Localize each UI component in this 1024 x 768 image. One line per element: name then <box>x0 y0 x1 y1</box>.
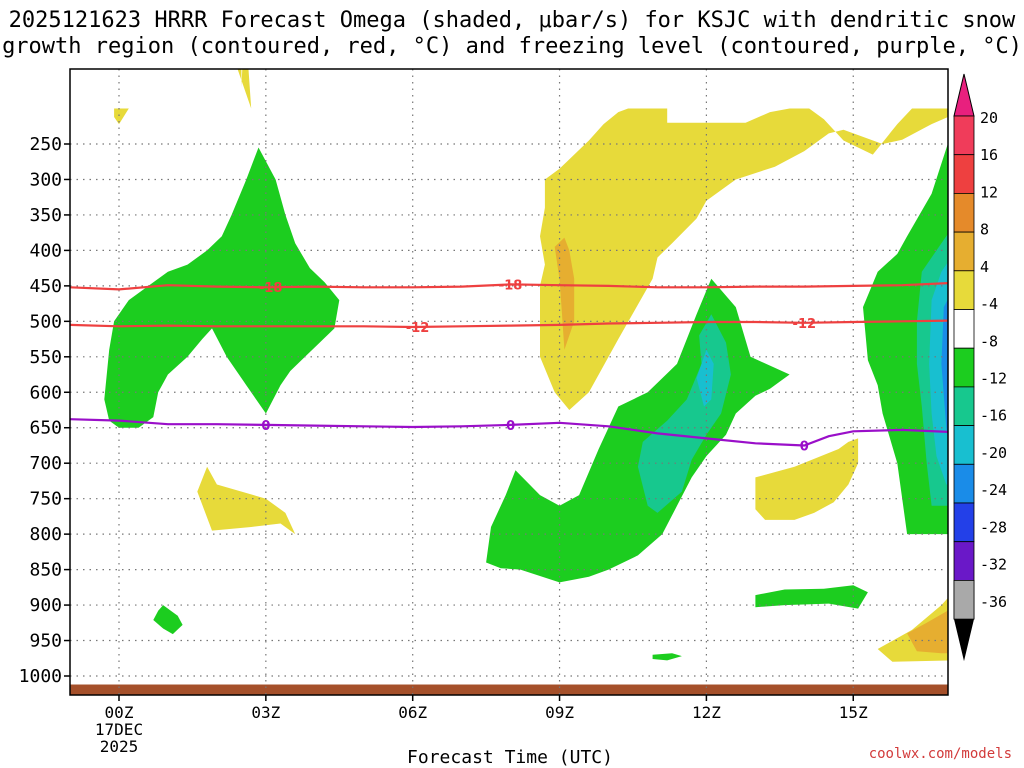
colorbar-band-8 <box>953 425 975 465</box>
colorbar-band-1 <box>953 154 975 194</box>
x-tick-label-06Z: 06Z <box>398 703 427 722</box>
colorbar-label-12: -32 <box>980 556 1007 574</box>
omega-region-5 <box>755 438 859 520</box>
contour-dgz_minus12 <box>70 319 948 329</box>
plot-axes: 250 300 350 400 450 500 550 600 650 700 750 800 850 9… <box>19 68 949 756</box>
y-tick-label-250: 250 <box>29 134 62 155</box>
y-tick-label-550: 550 <box>29 347 62 368</box>
omega-region-19 <box>949 336 952 450</box>
terrain-strip <box>70 684 948 695</box>
colorbar-label-1: 16 <box>980 146 998 164</box>
y-tick-label-800: 800 <box>29 524 62 545</box>
colorbar-label-0: 20 <box>980 109 998 127</box>
x-year-label: 2025 <box>100 737 139 756</box>
contour-label-dgz_minus18-1: -18 <box>499 278 523 293</box>
temperature-contours: -18 -18 -12 -12 0 0 0 <box>70 278 948 454</box>
contour-label-freezing_0-1: 0 <box>506 419 515 434</box>
contour-label-freezing_0-2: 0 <box>800 439 809 454</box>
credit-text: coolwx.com/models <box>868 746 1012 762</box>
y-tick-label-600: 600 <box>29 382 62 403</box>
omega-region-18 <box>941 299 948 441</box>
x-tick-label-12Z: 12Z <box>692 703 721 722</box>
plot-frame <box>69 68 949 696</box>
x-tick-label-09Z: 09Z <box>545 703 574 722</box>
omega-region-4 <box>197 466 296 535</box>
contour-label-dgz_minus12-0: -12 <box>406 321 430 336</box>
x-tick-label-00Z: 00Z <box>105 703 134 722</box>
colorbar-label-6: -8 <box>980 332 998 350</box>
colorbar-band-4 <box>953 270 975 310</box>
colorbar-band-0 <box>953 115 975 156</box>
colorbar-band-last <box>953 580 975 620</box>
y-tick-label-450: 450 <box>29 276 62 297</box>
y-tick-label-400: 400 <box>29 240 62 261</box>
contour-dgz_minus18 <box>70 282 948 291</box>
colorbar-label-8: -16 <box>980 407 1007 425</box>
colorbar-band-6 <box>953 347 975 388</box>
y-tick-label-850: 850 <box>29 560 62 581</box>
colorbar-band-9 <box>953 463 975 504</box>
colorbar-band-3 <box>953 231 975 272</box>
omega-region-14 <box>652 653 682 661</box>
omega-region-1 <box>237 69 252 109</box>
contour-freezing_0 <box>70 418 948 447</box>
colorbar-band-11 <box>953 541 975 581</box>
y-tick-label-1000: 1000 <box>19 666 62 687</box>
omega-region-3 <box>554 237 575 350</box>
colorbar-label-11: -28 <box>980 518 1007 536</box>
colorbar-band-10 <box>953 502 975 543</box>
x-tick-label-03Z: 03Z <box>251 703 280 722</box>
chart-title-line1: 2025121623 HRRR Forecast Omega (shaded, … <box>8 8 1016 33</box>
colorbar-label-9: -20 <box>980 444 1007 462</box>
omega-region-2 <box>540 108 948 410</box>
y-tick-label-650: 650 <box>29 418 62 439</box>
contour-label-freezing_0-0: 0 <box>261 419 270 434</box>
omega-region-17 <box>929 262 948 485</box>
y-tick-label-900: 900 <box>29 595 62 616</box>
colorbar-top-arrow <box>953 73 975 117</box>
omega-region-0 <box>114 108 129 125</box>
x-date-label: 17DEC <box>95 720 143 739</box>
y-tick-label-700: 700 <box>29 453 62 474</box>
colorbar-band-5 <box>953 309 975 349</box>
contour-label-dgz_minus12-1: -12 <box>793 317 817 332</box>
x-tick-label-15Z: 15Z <box>839 703 868 722</box>
colorbar-label-5: -4 <box>980 295 998 313</box>
y-tick-label-350: 350 <box>29 205 62 226</box>
colorbar-label-7: -12 <box>980 369 1007 387</box>
colorbar-label-2: 12 <box>980 183 998 201</box>
omega-region-9 <box>153 605 183 635</box>
y-tick-label-950: 950 <box>29 631 62 652</box>
y-tick-label-300: 300 <box>29 169 62 190</box>
omega-region-7 <box>907 610 948 654</box>
y-tick-label-500: 500 <box>29 311 62 332</box>
colorbar-label-3: 8 <box>980 221 989 239</box>
colorbar-label-10: -24 <box>980 481 1007 499</box>
x-axis-label: Forecast Time (UTC) <box>407 747 613 768</box>
colorbar: 20 16 12 8 4 -4 -8 -12 -16 -20 -24 -28 -32 -36 <box>953 73 1007 662</box>
colorbar-label-13: -36 <box>980 593 1007 611</box>
omega-shading <box>70 69 952 695</box>
omega-region-13 <box>755 585 868 609</box>
chart-title-line2: growth region (contoured, red, °C) and f… <box>2 34 1022 59</box>
colorbar-band-7 <box>953 386 975 426</box>
y-tick-label-750: 750 <box>29 489 62 510</box>
contour-label-dgz_minus18-0: -18 <box>259 281 283 296</box>
colorbar-label-4: 4 <box>980 258 989 276</box>
colorbar-band-2 <box>953 192 975 233</box>
colorbar-bottom-arrow <box>954 619 974 662</box>
plot-grid <box>70 69 948 695</box>
